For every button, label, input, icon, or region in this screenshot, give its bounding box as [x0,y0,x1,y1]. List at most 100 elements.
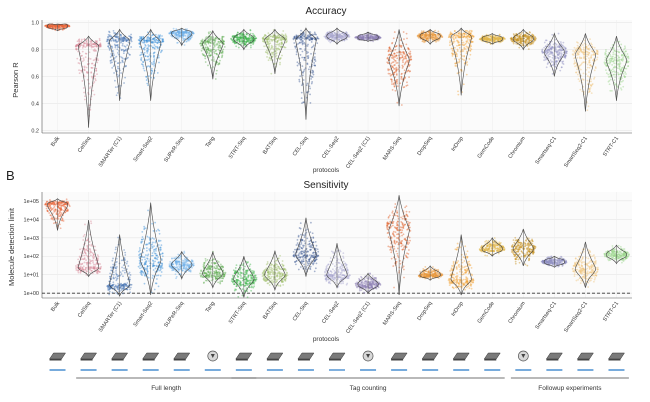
data-point [97,59,100,62]
data-point [52,26,55,29]
data-point [144,55,147,58]
data-point [78,72,81,75]
data-point [620,80,623,83]
data-point [98,37,101,40]
data-point [278,48,281,51]
data-point [94,79,97,82]
data-point [465,41,468,44]
data-point [98,44,101,46]
data-point [128,288,131,291]
data-point [458,46,461,49]
data-point [150,61,153,64]
data-point [217,63,220,66]
data-point [62,24,65,27]
data-point [64,24,67,26]
data-point [207,49,210,52]
data-point [122,48,124,51]
data-point [171,32,174,35]
data-point [77,271,80,274]
data-point [586,66,589,69]
data-point [596,58,598,61]
data-point [112,39,115,42]
data-point [433,33,436,36]
data-point [117,53,120,56]
data-point [208,32,210,35]
data-point [238,40,241,43]
data-point [83,233,86,236]
data-point [157,36,160,39]
data-point [182,33,185,36]
data-point [204,55,206,58]
data-point [122,52,125,55]
data-point [401,54,404,57]
data-point [233,42,236,45]
x-tick-label: CEL-Seq [292,136,310,158]
data-point [151,41,153,44]
data-point [85,45,88,48]
data-point [122,39,125,42]
data-point [47,24,50,27]
x-tick-label: CEL-Seq2 (C1) [345,136,372,170]
data-point [182,30,184,33]
data-point [546,49,549,52]
data-point [222,40,225,43]
data-point [112,273,115,276]
data-point [121,59,124,62]
data-point [465,33,468,36]
data-point [619,83,622,86]
data-point [519,40,522,43]
data-point [185,32,188,35]
data-point [123,36,126,39]
data-point [186,36,189,38]
data-point [216,43,219,46]
data-point [86,42,89,45]
data-point [86,71,88,73]
data-point [245,38,248,41]
data-point [60,24,63,26]
data-point [122,36,125,39]
data-point [582,57,585,60]
data-point [142,60,144,63]
data-point [184,30,187,32]
data-point [587,44,590,47]
data-point [485,33,488,36]
data-point [308,68,310,71]
data-point [241,36,244,39]
data-point [406,70,409,73]
data-point [52,24,55,27]
data-point [312,73,315,76]
data-point [83,75,86,78]
data-point [244,35,247,38]
data-point [189,32,192,34]
data-point [146,82,149,85]
data-point [421,35,423,37]
data-point [209,37,211,40]
data-point [337,34,340,37]
data-point [58,24,61,27]
data-point [572,49,575,52]
data-point [403,69,406,72]
data-point [114,251,116,254]
data-point [48,24,51,27]
data-point [576,68,578,71]
data-point [577,53,580,56]
data-point [210,50,212,53]
data-point [181,34,184,37]
data-point [301,56,304,59]
data-point [145,59,147,61]
data-point [122,38,125,41]
data-point [620,68,623,71]
data-point [221,52,224,54]
data-point [311,76,314,78]
data-point [309,87,311,90]
data-point [86,263,88,266]
data-point [581,44,584,46]
data-point [61,218,64,221]
data-point [161,40,163,43]
data-point [174,35,177,38]
data-point [106,39,109,41]
data-point [467,42,470,45]
data-point [573,62,576,64]
data-point [192,32,195,35]
